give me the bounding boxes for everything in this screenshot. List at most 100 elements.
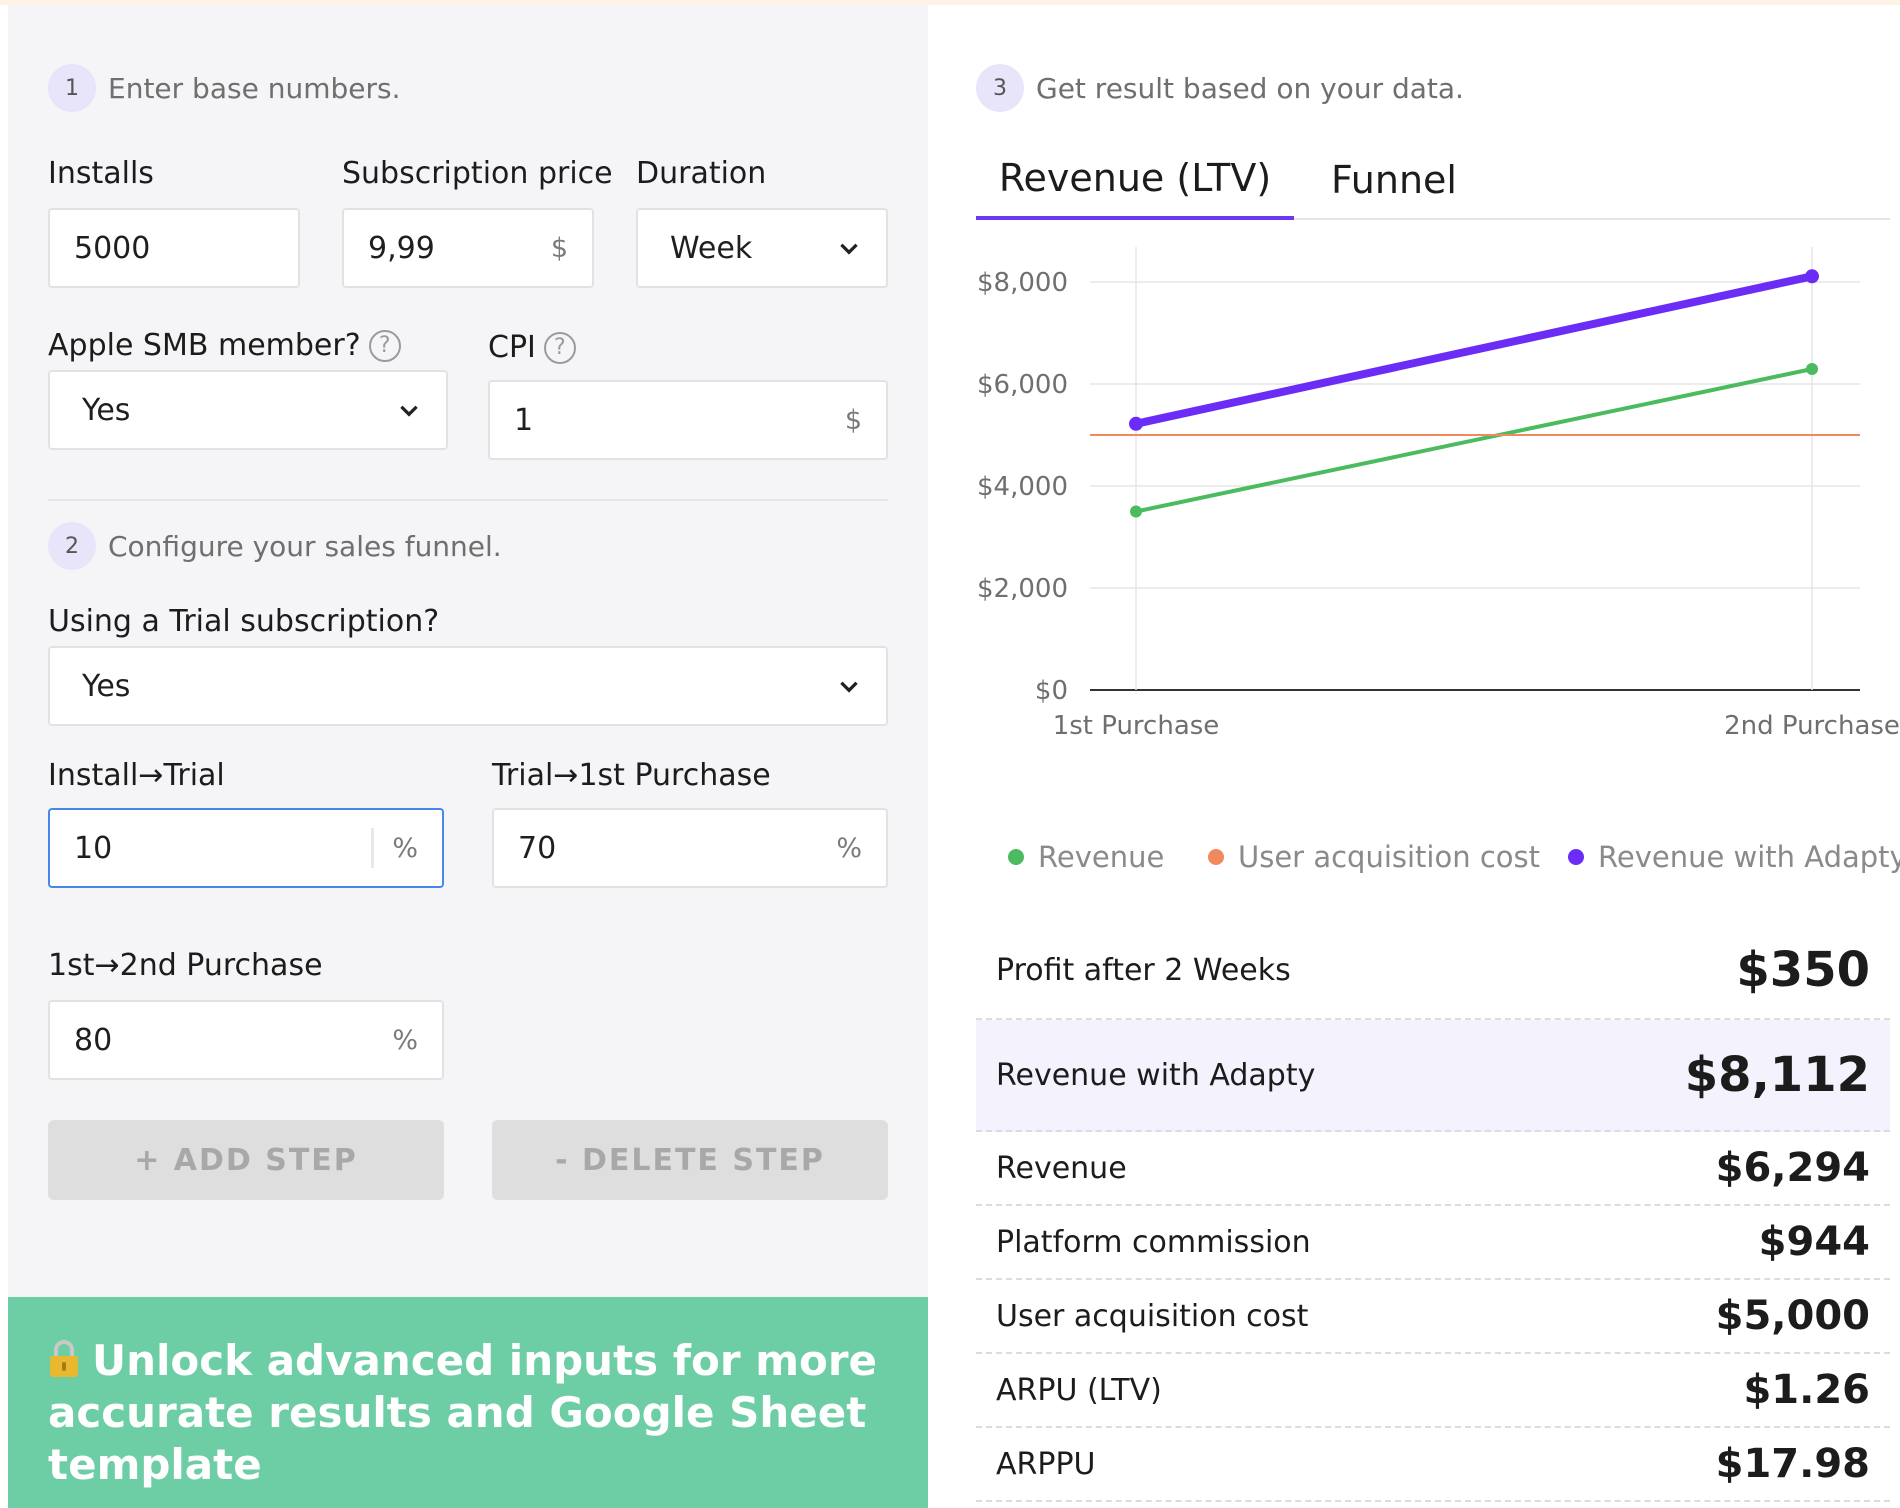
chevron-down-icon <box>840 681 858 693</box>
unlock-banner[interactable]: Unlock advanced inputs for more accurate… <box>8 1297 928 1508</box>
series-line-revenue-with-adapty <box>1132 272 1816 428</box>
result-tabs: Revenue (LTV) Funnel <box>976 140 1890 220</box>
result-value: $944 <box>1758 1219 1870 1265</box>
result-row-arpu: ARPU (LTV) $1.26 <box>976 1354 1890 1428</box>
input-separator <box>371 828 375 868</box>
price-unit: $ <box>550 232 568 264</box>
trial-select[interactable]: Yes <box>48 646 888 726</box>
installs-value: 5000 <box>74 230 151 266</box>
subscription-price-label: Subscription price <box>342 156 613 191</box>
legend-item-revenue[interactable]: Revenue <box>1008 840 1164 874</box>
apple-smb-label: Apple SMB member? ? <box>48 328 401 363</box>
result-label: Platform commission <box>996 1224 1311 1260</box>
y-tick-label: $2,000 <box>977 574 1068 604</box>
step-2-header: 2 Configure your sales funnel. <box>48 522 502 570</box>
data-point <box>1129 416 1143 431</box>
step-title: Enter base numbers. <box>108 71 401 105</box>
series-line-revenue <box>1134 367 1814 514</box>
x-tick-label: 2nd Purchase <box>1724 711 1900 741</box>
y-tick-label: $0 <box>1035 676 1068 706</box>
installs-label: Installs <box>48 156 154 191</box>
legend-label: User acquisition cost <box>1238 840 1540 874</box>
apple-smb-value: Yes <box>82 392 131 428</box>
cpi-input[interactable]: 1 $ <box>488 380 888 460</box>
step-title: Configure your sales funnel. <box>108 529 502 563</box>
data-point <box>1806 363 1818 376</box>
cpi-value: 1 <box>514 402 534 438</box>
tab-funnel[interactable]: Funnel <box>1331 158 1457 202</box>
top-accent-line <box>0 0 1900 5</box>
result-label: Revenue <box>996 1150 1127 1186</box>
second-purchase-input[interactable]: 80 % <box>48 1000 444 1080</box>
result-label: ARPU (LTV) <box>996 1372 1162 1408</box>
result-row-user-acquisition-cost: User acquisition cost $5,000 <box>976 1280 1890 1354</box>
section-divider <box>48 499 888 501</box>
result-label: User acquisition cost <box>996 1298 1309 1334</box>
x-tick-label: 1st Purchase <box>1053 711 1220 741</box>
result-value: $5,000 <box>1715 1293 1870 1339</box>
trial-purchase-value: 70 <box>518 830 557 866</box>
result-row-profit: Profit after 2 Weeks $350 <box>976 922 1890 1020</box>
installs-input[interactable]: 5000 <box>48 208 300 288</box>
legend-item-revenue-with-adapty[interactable]: Revenue with Adapty <box>1568 840 1900 874</box>
subscription-price-input[interactable]: 9,99 $ <box>342 208 594 288</box>
revenue-line-chart: $8,000 $6,000 $4,000 $2,000 $0 1st Purchase 2n… <box>977 247 1900 741</box>
duration-select[interactable]: Week <box>636 208 888 288</box>
second-purchase-unit: % <box>392 1024 418 1056</box>
result-row-arppu: ARPPU $17.98 <box>976 1428 1890 1502</box>
duration-value: Week <box>670 230 753 266</box>
result-label: Profit after 2 Weeks <box>996 952 1291 988</box>
install-trial-label: Install→Trial <box>48 758 225 793</box>
tab-revenue-ltv[interactable]: Revenue (LTV) <box>976 140 1294 220</box>
legend-dot <box>1568 849 1584 865</box>
step-number: 3 <box>976 64 1024 112</box>
legend-label: Revenue <box>1038 840 1165 874</box>
cpi-unit: $ <box>844 404 862 436</box>
install-trial-value: 10 <box>74 830 113 866</box>
help-icon[interactable]: ? <box>543 331 576 364</box>
step-number: 1 <box>48 64 96 112</box>
help-icon[interactable]: ? <box>368 329 401 362</box>
add-step-button[interactable]: + ADD STEP <box>48 1120 444 1200</box>
apple-smb-label-text: Apple SMB member? <box>48 328 361 363</box>
duration-label: Duration <box>636 156 767 191</box>
result-value: $17.98 <box>1715 1441 1870 1487</box>
step-number: 2 <box>48 522 96 570</box>
delete-step-button[interactable]: - DELETE STEP <box>492 1120 888 1200</box>
trial-value: Yes <box>82 668 131 704</box>
trial-purchase-unit: % <box>836 832 862 864</box>
second-purchase-value: 80 <box>74 1022 113 1058</box>
result-value: $350 <box>1736 942 1870 998</box>
legend-dot <box>1008 849 1024 865</box>
result-label: ARPPU <box>996 1446 1096 1482</box>
legend-item-user-acquisition-cost[interactable]: User acquisition cost <box>1208 840 1540 874</box>
step-3-header: 3 Get result based on your data. <box>976 64 1464 112</box>
chevron-down-icon <box>400 405 418 417</box>
data-point <box>1805 269 1819 284</box>
install-trial-input[interactable]: 10 % <box>48 808 444 888</box>
y-tick-label: $8,000 <box>977 268 1068 298</box>
data-point <box>1130 505 1142 518</box>
result-value: $8,112 <box>1684 1047 1870 1103</box>
trial-purchase-label: Trial→1st Purchase <box>492 758 771 793</box>
legend-dot <box>1208 849 1224 865</box>
result-row-revenue-with-adapty: Revenue with Adapty $8,112 <box>976 1020 1890 1132</box>
trial-label: Using a Trial subscription? <box>48 604 440 639</box>
price-value: 9,99 <box>368 230 435 266</box>
unlock-text: Unlock advanced inputs for more accurate… <box>48 1336 878 1489</box>
result-label: Revenue with Adapty <box>996 1057 1316 1093</box>
result-value: $1.26 <box>1743 1367 1870 1413</box>
second-purchase-label: 1st→2nd Purchase <box>48 948 323 983</box>
legend-label: Revenue with Adapty <box>1598 840 1900 874</box>
y-tick-label: $6,000 <box>977 370 1068 400</box>
result-row-platform-commission: Platform commission $944 <box>976 1206 1890 1280</box>
cpi-label: CPI ? <box>488 330 576 365</box>
apple-smb-select[interactable]: Yes <box>48 370 448 450</box>
install-trial-unit: % <box>392 832 418 864</box>
lock-icon <box>50 1340 78 1377</box>
step-title: Get result based on your data. <box>1036 71 1464 105</box>
y-tick-label: $4,000 <box>977 472 1068 502</box>
result-row-revenue: Revenue $6,294 <box>976 1132 1890 1206</box>
cpi-label-text: CPI <box>488 330 536 365</box>
trial-purchase-input[interactable]: 70 % <box>492 808 888 888</box>
